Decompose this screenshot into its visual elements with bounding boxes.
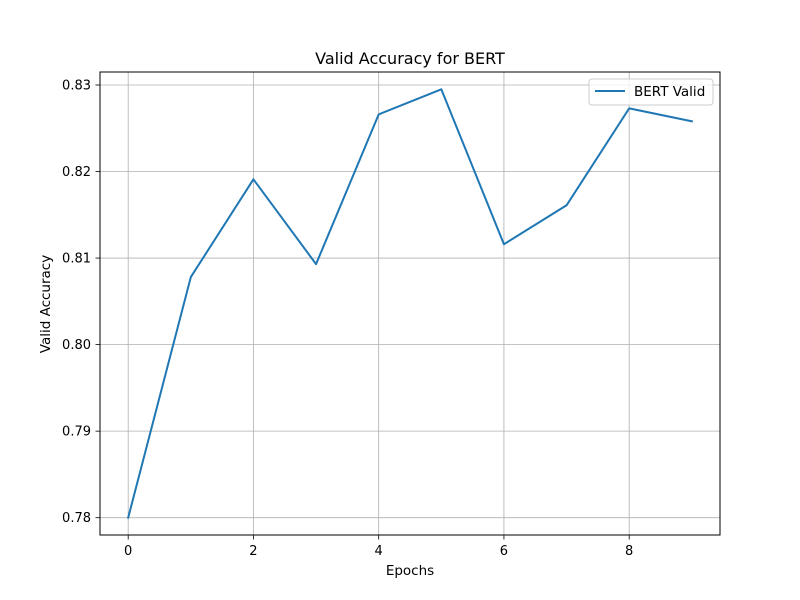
plot-frame	[99, 71, 721, 536]
y-tick-label: 0.79	[62, 425, 91, 440]
y-tick-label: 0.83	[62, 78, 91, 93]
y-tick-label: 0.81	[62, 252, 91, 267]
legend: BERT Valid	[588, 78, 714, 106]
x-tick-label: 6	[500, 544, 508, 559]
y-tick-label: 0.78	[62, 511, 91, 526]
y-axis-title: Valid Accuracy	[38, 255, 54, 353]
x-tick-label: 2	[249, 544, 257, 559]
legend-box	[588, 78, 714, 106]
x-tick-label: 8	[625, 544, 633, 559]
y-tick-label: 0.80	[62, 338, 91, 353]
series-lines	[126, 88, 694, 519]
series-line	[126, 88, 694, 519]
y-tick-label: 0.82	[62, 165, 91, 180]
x-tick-label: 4	[375, 544, 383, 559]
y-axis-ticks: 0.78 0.79 0.80 0.81 0.82 0.83	[62, 78, 100, 526]
chart-title: Valid Accuracy for BERT	[315, 49, 505, 68]
x-axis-ticks: 0 2 4 6 8	[124, 535, 633, 559]
x-axis-title: Epochs	[386, 563, 434, 579]
legend-label: BERT Valid	[634, 84, 705, 100]
x-tick-label: 0	[124, 544, 132, 559]
